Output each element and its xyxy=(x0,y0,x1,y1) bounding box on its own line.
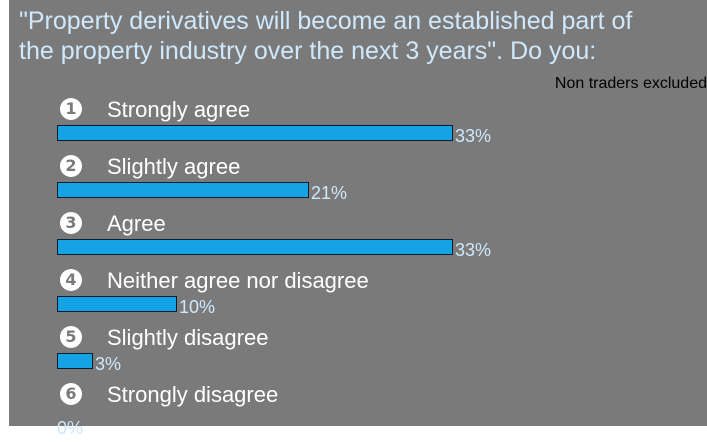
option-row: 1 Strongly agree 33% xyxy=(9,97,707,157)
option-label: Neither agree nor disagree xyxy=(107,268,369,293)
option-bar xyxy=(57,182,309,198)
option-label: Agree xyxy=(107,211,166,236)
option-label: Strongly disagree xyxy=(107,382,279,407)
poll-question: "Property derivatives will become an est… xyxy=(19,7,633,65)
option-number-icon: 1 xyxy=(60,98,82,120)
option-percent: 3% xyxy=(95,354,122,374)
option-number-icon: 3 xyxy=(60,212,82,234)
option-percent: 33% xyxy=(455,126,492,146)
option-percent: 21% xyxy=(311,183,348,203)
option-number-icon: 2 xyxy=(60,155,82,177)
option-percent: 33% xyxy=(455,240,492,260)
poll-panel: "Property derivatives will become an est… xyxy=(9,0,707,438)
option-bar xyxy=(57,296,177,312)
option-number-icon: 6 xyxy=(60,383,82,405)
option-bar xyxy=(57,125,453,141)
footnote: Non traders excluded xyxy=(554,75,707,92)
option-row: 4 Neither agree nor disagree 10% xyxy=(9,268,707,328)
option-row: 3 Agree 33% xyxy=(9,211,707,271)
option-row: 2 Slightly agree 21% xyxy=(9,154,707,214)
option-bar xyxy=(57,353,93,369)
option-row: 6 Strongly disagree 0% xyxy=(9,382,707,442)
option-row: 5 Slightly disagree 3% xyxy=(9,325,707,385)
option-percent: 10% xyxy=(179,297,216,317)
option-bar xyxy=(57,239,453,255)
option-label: Slightly disagree xyxy=(107,325,269,350)
option-number-icon: 5 xyxy=(60,326,82,348)
option-percent: 0% xyxy=(57,418,84,438)
option-label: Strongly agree xyxy=(107,97,251,122)
option-label: Slightly agree xyxy=(107,154,241,179)
option-number-icon: 4 xyxy=(60,269,82,291)
